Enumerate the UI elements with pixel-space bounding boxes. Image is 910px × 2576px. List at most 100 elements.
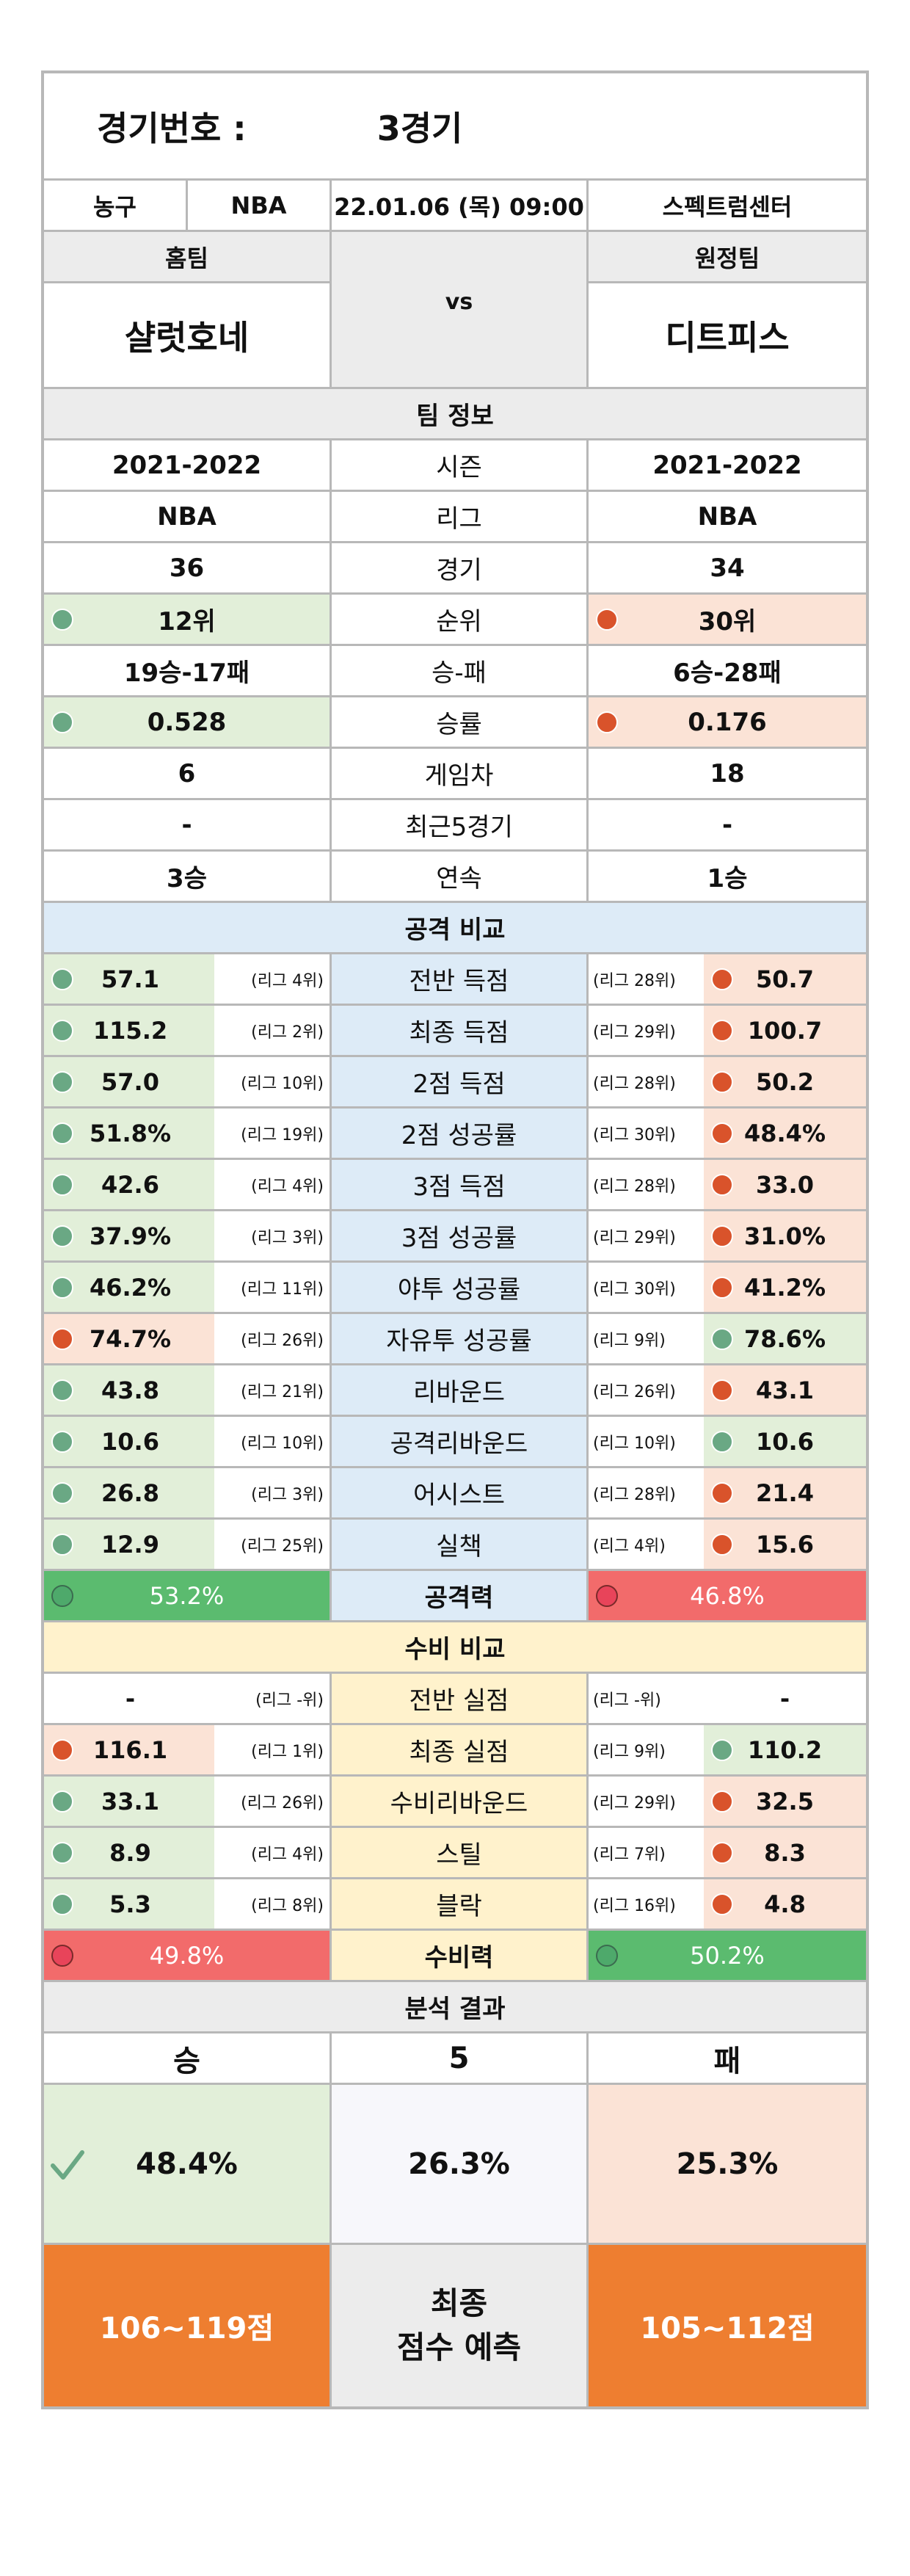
away-defense-stat: (리그 16위) 4.8 bbox=[589, 1879, 866, 1929]
away-stat-value: 100.7 bbox=[704, 1006, 866, 1055]
home-stat-value: 42.6 bbox=[44, 1160, 216, 1209]
home-stat-value: 26.8 bbox=[44, 1468, 216, 1517]
team-info-header: 팀 정보 bbox=[44, 389, 866, 440]
attack-stat-row: 12.9 (리그 25위) 실책 (리그 4위) 15.6 bbox=[44, 1520, 866, 1571]
green-dot-icon bbox=[51, 711, 73, 733]
home-attack-stat: 10.6 (리그 10위) bbox=[44, 1417, 332, 1466]
away-attack-stat: (리그 28위) 21.4 bbox=[589, 1468, 866, 1517]
home-team-info-value: 6 bbox=[44, 749, 332, 798]
home-team-label: 홈팀 bbox=[44, 232, 330, 283]
away-stat-value-text: 21.4 bbox=[756, 1479, 814, 1507]
home-stat-value-text: 74.7% bbox=[89, 1324, 171, 1353]
home-stat-value-text: - bbox=[125, 1684, 136, 1713]
home-stat-value-text: 57.1 bbox=[101, 965, 159, 993]
green-dot-icon bbox=[51, 1224, 73, 1247]
away-team-info-value: 1승 bbox=[589, 852, 866, 901]
away-stat-value: 31.0% bbox=[704, 1211, 866, 1260]
home-stat-value-text: 5.3 bbox=[109, 1890, 151, 1918]
attack-stat-row: 42.6 (리그 4위) 3점 득점 (리그 28위) 33.0 bbox=[44, 1160, 866, 1211]
home-stat-value-text: 8.9 bbox=[109, 1838, 151, 1867]
team-info-row: NBA 리그 NBA bbox=[44, 492, 866, 543]
home-defense-stat: 5.3 (리그 8위) bbox=[44, 1879, 332, 1929]
red-dot-icon bbox=[596, 711, 618, 733]
attack-stat-row: 43.8 (리그 21위) 리바운드 (리그 26위) 43.1 bbox=[44, 1365, 866, 1417]
home-defense-stat: - (리그 -위) bbox=[44, 1674, 332, 1723]
red-dot-icon bbox=[711, 1070, 733, 1093]
result-title: 분석 결과 bbox=[44, 1982, 866, 2031]
away-value-text: 6승-28패 bbox=[673, 658, 782, 688]
away-stat-value-text: 43.1 bbox=[756, 1376, 814, 1404]
home-value-text: 19승-17패 bbox=[123, 658, 250, 688]
red-dot-icon bbox=[711, 1481, 733, 1504]
team-info-row: 12위 순위 30위 bbox=[44, 595, 866, 646]
red-dot-icon bbox=[711, 968, 733, 990]
attack-stat-label: 공격리바운드 bbox=[332, 1417, 589, 1466]
away-attack-stat: (리그 30위) 41.2% bbox=[589, 1263, 866, 1312]
home-attack-stat: 57.0 (리그 10위) bbox=[44, 1057, 332, 1106]
attack-stat-label: 3점 득점 bbox=[332, 1160, 589, 1209]
away-league-rank: (리그 16위) bbox=[589, 1879, 704, 1929]
red-dot-icon bbox=[711, 1893, 733, 1915]
prediction-label-line2: 점수 예측 bbox=[396, 2329, 522, 2365]
away-attack-stat: (리그 28위) 50.7 bbox=[589, 954, 866, 1004]
defense-title: 수비 비교 bbox=[44, 1622, 866, 1672]
home-value-text: - bbox=[181, 810, 192, 840]
away-league-rank: (리그 28위) bbox=[589, 1160, 704, 1209]
defense-stat-row: 5.3 (리그 8위) 블락 (리그 16위) 4.8 bbox=[44, 1879, 866, 1931]
win-pct-cell: 48.4% bbox=[44, 2085, 332, 2243]
home-stat-value-text: 46.2% bbox=[89, 1273, 171, 1302]
home-stat-value: 57.0 bbox=[44, 1057, 216, 1106]
red-dot-icon bbox=[711, 1379, 733, 1401]
team-info-label: 최근5경기 bbox=[332, 800, 589, 849]
home-team-info-value: NBA bbox=[44, 492, 332, 541]
away-team-info-value: 2021-2022 bbox=[589, 440, 866, 490]
match-info-row: 농구 NBA 22.01.06 (목) 09:00 스펙트럼센터 bbox=[44, 181, 866, 232]
away-team-info-value: - bbox=[589, 800, 866, 849]
home-stat-value-text: 116.1 bbox=[92, 1735, 168, 1764]
home-team-info-value: - bbox=[44, 800, 332, 849]
red-dot-icon bbox=[711, 1173, 733, 1196]
attack-stat-label: 2점 성공률 bbox=[332, 1109, 589, 1158]
green-dot-icon bbox=[51, 1841, 73, 1864]
home-league-rank: (리그 11위) bbox=[214, 1263, 330, 1312]
team-info-row: 36 경기 34 bbox=[44, 543, 866, 595]
home-attack-power: 53.2% bbox=[44, 1571, 332, 1620]
result-pct-row: 48.4% 26.3% 25.3% bbox=[44, 2085, 866, 2245]
attack-stat-label: 2점 득점 bbox=[332, 1057, 589, 1106]
away-stat-value: - bbox=[704, 1674, 866, 1723]
away-league-rank: (리그 26위) bbox=[589, 1365, 704, 1415]
away-attack-stat: (리그 30위) 48.4% bbox=[589, 1109, 866, 1158]
home-stat-value: 51.8% bbox=[44, 1109, 216, 1158]
home-league-rank: (리그 3위) bbox=[214, 1468, 330, 1517]
team-info-row: - 최근5경기 - bbox=[44, 800, 866, 852]
green-dot-icon bbox=[51, 1533, 73, 1556]
away-league-rank: (리그 -위) bbox=[589, 1674, 704, 1723]
away-value-text: - bbox=[721, 810, 733, 840]
green-dot-icon bbox=[51, 1430, 73, 1453]
away-value-text: 1승 bbox=[707, 864, 748, 893]
home-stat-value-text: 42.6 bbox=[101, 1170, 159, 1199]
green-dot-icon bbox=[51, 1481, 73, 1504]
home-attack-power-dot-icon bbox=[51, 1584, 73, 1607]
home-value-text: 12위 bbox=[158, 607, 216, 636]
attack-stat-label: 자유투 성공률 bbox=[332, 1314, 589, 1363]
home-stat-value: 115.2 bbox=[44, 1006, 216, 1055]
away-attack-stat: (리그 29위) 31.0% bbox=[589, 1211, 866, 1260]
away-stat-value: 8.3 bbox=[704, 1828, 866, 1877]
home-stat-value: 10.6 bbox=[44, 1417, 216, 1466]
attack-stat-label: 실책 bbox=[332, 1520, 589, 1569]
away-stat-value-text: 50.7 bbox=[756, 965, 814, 993]
team-info-label: 순위 bbox=[332, 595, 589, 644]
away-defense-stat: (리그 9위) 110.2 bbox=[589, 1725, 866, 1774]
home-stat-value: 8.9 bbox=[44, 1828, 216, 1877]
home-attack-stat: 43.8 (리그 21위) bbox=[44, 1365, 332, 1415]
defense-power-row: 49.8% 수비력 50.2% bbox=[44, 1931, 866, 1982]
home-attack-stat: 46.2% (리그 11위) bbox=[44, 1263, 332, 1312]
red-dot-icon bbox=[711, 1224, 733, 1247]
away-team-info-value: 18 bbox=[589, 749, 866, 798]
attack-stat-row: 115.2 (리그 2위) 최종 득점 (리그 29위) 100.7 bbox=[44, 1006, 866, 1057]
attack-power-row: 53.2% 공격력 46.8% bbox=[44, 1571, 866, 1622]
red-dot-icon bbox=[711, 1019, 733, 1042]
attack-stat-row: 57.0 (리그 10위) 2점 득점 (리그 28위) 50.2 bbox=[44, 1057, 866, 1109]
match-analysis-sheet: 경기번호 : 3경기 농구 NBA 22.01.06 (목) 09:00 스펙트… bbox=[41, 70, 869, 2409]
